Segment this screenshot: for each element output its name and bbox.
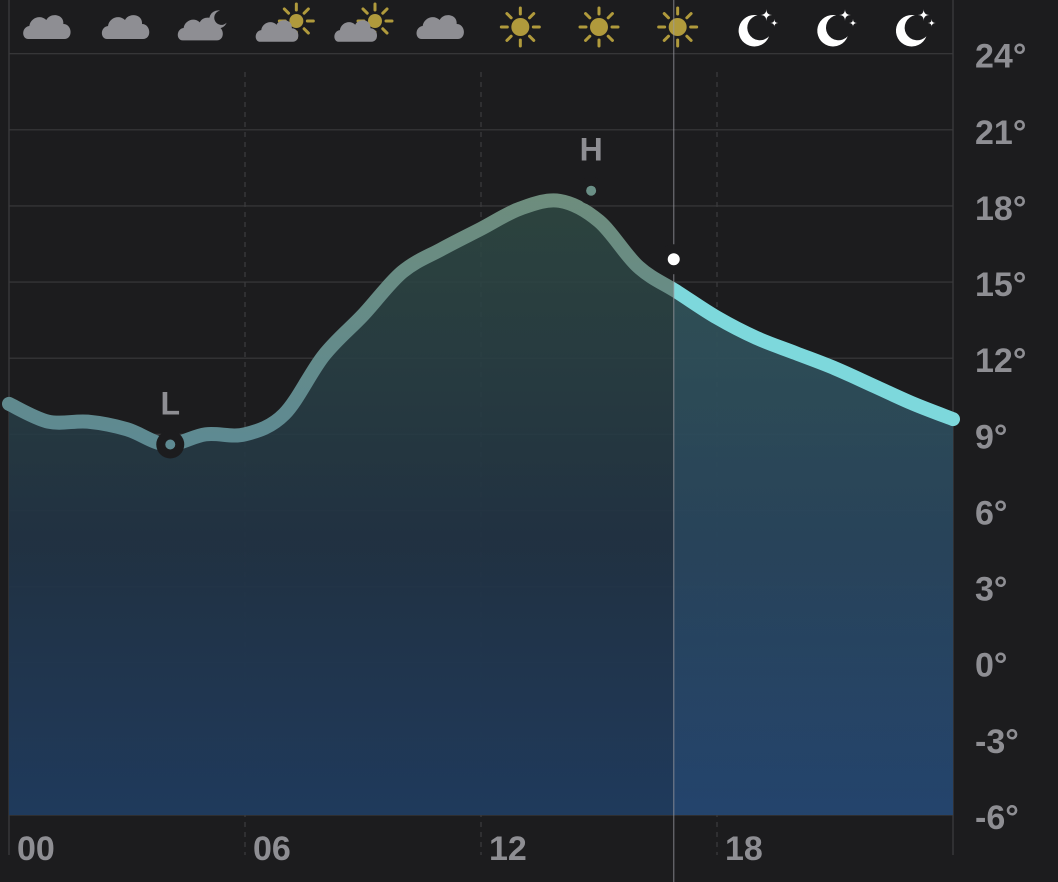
sun-ray: [528, 12, 536, 20]
y-tick-label: 18°: [975, 190, 1026, 228]
cloud-sun-icon: [334, 2, 394, 42]
x-tick-label: 06: [253, 830, 291, 868]
sun-ray: [662, 12, 670, 20]
y-tick-label: 0°: [975, 647, 1008, 685]
moon-stars-icon: [817, 9, 857, 47]
star: [760, 9, 773, 21]
cloud: [177, 17, 223, 41]
cloud-shape: [334, 20, 378, 42]
x-tick-label: 12: [489, 830, 527, 868]
x-tick-label: 18: [725, 830, 763, 868]
sun-disc: [668, 18, 687, 36]
sun-icon: [499, 6, 541, 48]
sun-ray: [302, 27, 310, 35]
y-tick-label: 15°: [975, 266, 1026, 304]
cloud: [101, 15, 150, 40]
sun-ray: [505, 12, 513, 20]
cloud: [23, 15, 71, 40]
sun-ray: [685, 12, 693, 20]
cloud-icon: [416, 15, 464, 40]
star: [770, 19, 779, 27]
star: [839, 9, 851, 21]
star: [917, 9, 930, 21]
sun-ray: [505, 34, 513, 42]
cloud-icon: [23, 15, 71, 40]
sun: [657, 6, 699, 48]
cloud-icon: [101, 15, 150, 40]
cloud-shape: [101, 15, 150, 40]
sun-ray: [381, 7, 389, 15]
moon-stars-icon: [738, 9, 779, 47]
sun: [578, 6, 620, 48]
high-point: [586, 185, 597, 196]
hourly-condition-icons: [23, 2, 936, 48]
cloud: [416, 15, 464, 40]
cloud-shape: [416, 15, 464, 40]
sun-disc: [289, 14, 304, 28]
axes: 24° 21° 18° 15° 12° 9° 6° 3° 0° -3° -6° 00 06 12 18: [17, 38, 1026, 868]
sun-ray: [381, 27, 389, 35]
sun-disc: [590, 18, 608, 36]
moon: [895, 14, 927, 47]
moon: [817, 14, 848, 47]
cloud-moon-icon: [177, 10, 227, 41]
y-tick-label: -3°: [975, 723, 1019, 761]
sun-icon: [657, 6, 699, 48]
sun-ray: [361, 7, 369, 15]
cloud: [334, 20, 378, 42]
cloud-shape: [177, 17, 223, 41]
moon-shape: [817, 14, 848, 47]
low-label: L: [160, 385, 180, 421]
area-fill-future: [673, 289, 953, 815]
sun-ray: [282, 7, 291, 15]
temperature-area: [9, 200, 953, 815]
sun-ray: [302, 7, 310, 15]
sun-disc: [511, 18, 530, 36]
y-tick-label: 12°: [975, 342, 1026, 380]
sun-ray: [662, 34, 670, 42]
sun-ray: [528, 34, 536, 42]
line-future: [673, 281, 960, 427]
y-tick-label: 9°: [975, 418, 1008, 456]
star: [849, 19, 857, 27]
moon: [738, 14, 770, 47]
cloud-shape: [255, 20, 299, 42]
markers: LH: [156, 0, 689, 882]
y-tick-label: 3°: [975, 571, 1008, 609]
cloud-shape: [23, 15, 71, 40]
sun-ray: [606, 12, 614, 20]
y-tick-label: 24°: [975, 38, 1026, 76]
y-tick-label: -6°: [975, 799, 1019, 837]
sun-ray: [606, 34, 614, 42]
y-tick-label: 21°: [975, 114, 1026, 152]
moon-shape: [738, 14, 770, 47]
sun-icon: [578, 6, 620, 48]
star: [927, 19, 936, 27]
cloud: [255, 20, 299, 42]
sun-ray: [584, 12, 592, 20]
sun-disc: [368, 14, 382, 28]
moon-shape: [895, 14, 927, 47]
high-label: H: [580, 132, 603, 168]
moon-stars-icon: [895, 9, 936, 47]
low-point: [165, 439, 176, 450]
sun-ray: [584, 34, 592, 42]
y-tick-label: 6°: [975, 494, 1008, 532]
sun-ray: [685, 34, 693, 42]
sun: [499, 6, 541, 48]
cloud-sun-icon: [255, 2, 315, 42]
current-point: [667, 253, 680, 266]
x-tick-label: 00: [17, 830, 55, 868]
